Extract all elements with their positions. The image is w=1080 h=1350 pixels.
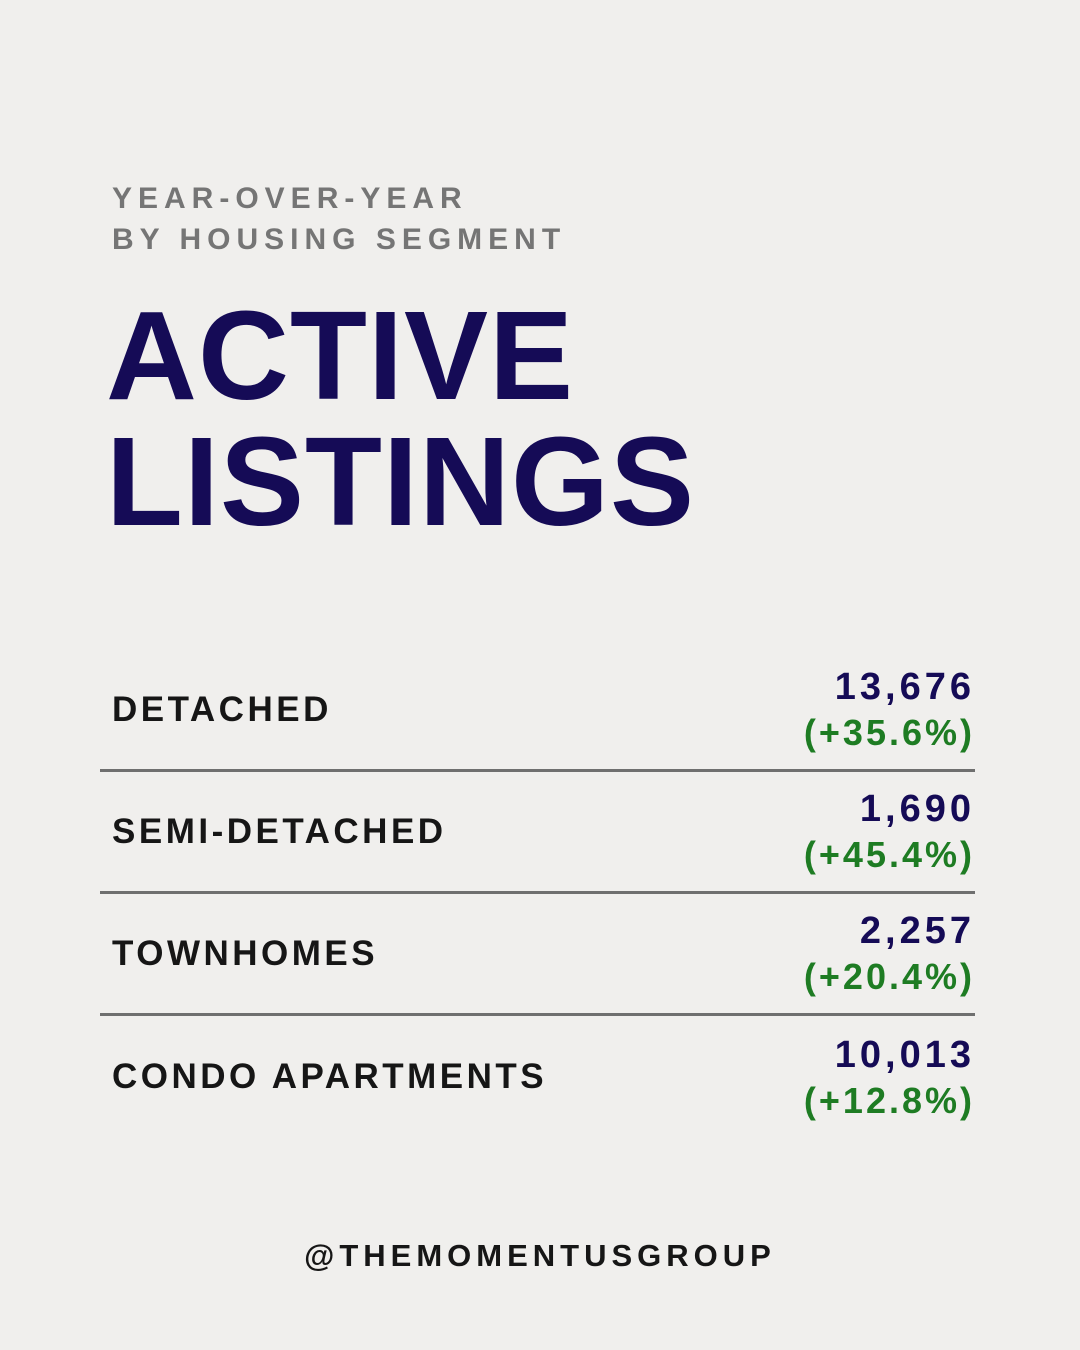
segment-change: (+35.6%): [803, 712, 975, 753]
segment-label: DETACHED: [112, 689, 332, 729]
segment-label: SEMI-DETACHED: [112, 811, 447, 851]
social-handle: @THEMOMENTUSGROUP: [304, 1238, 776, 1273]
segment-value: 1,690: [859, 788, 975, 830]
segment-change: (+12.8%): [803, 1079, 975, 1121]
table-row-detached: DETACHED 13,676 (+35.6%): [100, 650, 975, 772]
segment-value: 13,676: [834, 666, 975, 708]
segment-change: (+20.4%): [803, 956, 975, 997]
segment-metrics: 1,690 (+45.4%): [804, 786, 975, 877]
table-row-condo-apartments: CONDO APARTMENTS 10,013 (+12.8%): [100, 1016, 975, 1138]
eyebrow-subtitle: YEAR-OVER-YEAR BY HOUSING SEGMENT: [112, 178, 566, 260]
segment-label: CONDO APARTMENTS: [112, 1057, 548, 1096]
title-line-2: LISTINGS: [106, 411, 696, 552]
segment-label: TOWNHOMES: [112, 933, 379, 973]
segment-change: (+45.4%): [803, 834, 975, 875]
segments-table: DETACHED 13,676 (+35.6%) SEMI-DETACHED 1…: [100, 650, 975, 1138]
segment-metrics: 2,257 (+20.4%): [804, 908, 975, 999]
eyebrow-line-2: BY HOUSING SEGMENT: [112, 223, 567, 256]
segment-value: 10,013: [834, 1033, 975, 1076]
segment-value: 2,257: [859, 910, 975, 952]
table-row-semi-detached: SEMI-DETACHED 1,690 (+45.4%): [100, 772, 975, 894]
eyebrow-line-1: YEAR-OVER-YEAR: [112, 182, 468, 215]
page-title: ACTIVE LISTINGS: [106, 293, 695, 545]
title-line-1: ACTIVE: [106, 285, 575, 426]
segment-metrics: 13,676 (+35.6%): [804, 664, 975, 755]
segment-metrics: 10,013 (+12.8%): [804, 1032, 975, 1123]
table-row-townhomes: TOWNHOMES 2,257 (+20.4%): [100, 894, 975, 1016]
